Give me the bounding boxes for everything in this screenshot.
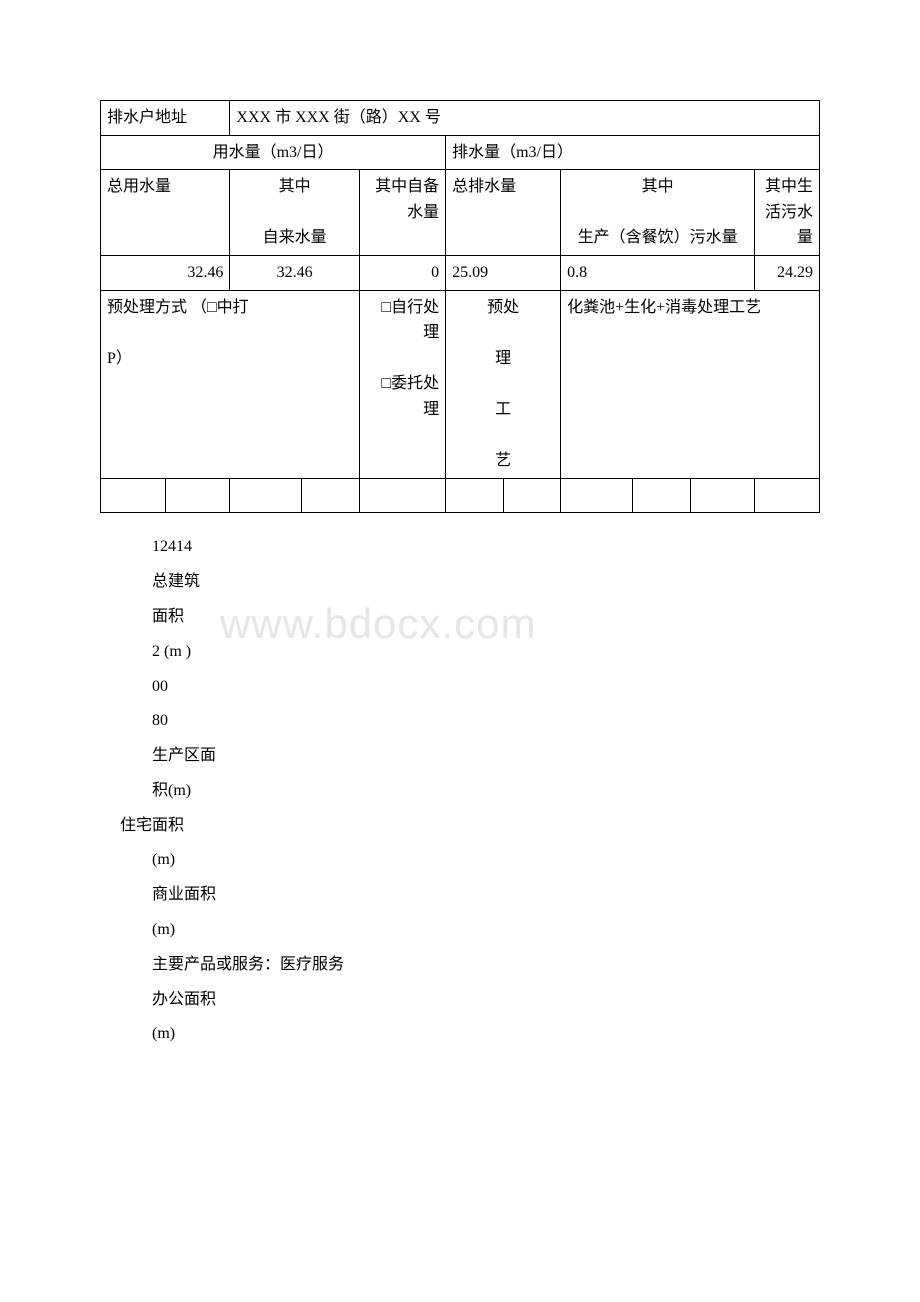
addr-value: XXX 市 XXX 街（路）XX 号 [230, 101, 820, 136]
table-row-pretreatment: 预处理方式 （□中打 P） □自行处理 □委托处理 预处 理 工 艺 化粪池+生… [101, 290, 820, 478]
paragraph-text: 总建筑 [120, 568, 820, 597]
prod-water-value: 0.8 [561, 255, 755, 290]
reserve-water-label: 其中自备水量 [359, 170, 445, 256]
empty-cell [359, 478, 445, 513]
life-water-value: 24.29 [755, 255, 820, 290]
empty-cell [633, 478, 691, 513]
paragraph-text: 00 [120, 673, 820, 702]
paragraph-text: 主要产品或服务：医疗服务 [120, 951, 820, 980]
paragraph-list: 12414 总建筑面积 2 (m ) 00 80 生产区面积(m) 住宅面积 (m) 商业面积 (… [100, 533, 820, 1049]
pretreat-options: □自行处理 □委托处理 [359, 290, 445, 478]
total-water-label: 总用水量 [101, 170, 230, 256]
empty-cell [755, 478, 820, 513]
paragraph-text: 2 (m ) [120, 638, 820, 667]
table-row-values: 32.46 32.46 0 25.09 0.8 24.29 [101, 255, 820, 290]
tap-water-value: 32.46 [230, 255, 359, 290]
paragraph-text: 80 [120, 707, 820, 736]
total-drain-value: 25.09 [446, 255, 561, 290]
life-water-label: 其中生活污水量 [755, 170, 820, 256]
pretreat-label: 预处理方式 （□中打 P） [101, 290, 360, 478]
process-value: 化粪池+生化+消毒处理工艺 [561, 290, 820, 478]
paragraph-text: (m) [120, 1020, 820, 1049]
paragraph-text: 办公面积 [120, 986, 820, 1015]
paragraph-text: 生产区面 [120, 742, 820, 771]
water-drain-header: 排水量（m3/日） [446, 135, 820, 170]
total-water-value: 32.46 [101, 255, 230, 290]
prod-water-label: 其中 生产（含餐饮）污水量 [561, 170, 755, 256]
empty-cell [230, 478, 302, 513]
paragraph-text: 住宅面积 [120, 812, 820, 841]
empty-cell [446, 478, 504, 513]
water-use-header: 用水量（m3/日） [101, 135, 446, 170]
paragraph-text: (m) [120, 846, 820, 875]
table-row-address: 排水户地址 XXX 市 XXX 街（路）XX 号 [101, 101, 820, 136]
process-label: 预处 理 工 艺 [446, 290, 561, 478]
table-row-empty [101, 478, 820, 513]
drainage-info-table: 排水户地址 XXX 市 XXX 街（路）XX 号 用水量（m3/日） 排水量（m… [100, 100, 820, 513]
tap-water-label: 其中 自来水量 [230, 170, 359, 256]
empty-cell [101, 478, 166, 513]
paragraph-text: 积(m) [120, 777, 820, 806]
empty-cell [302, 478, 360, 513]
table-row-header-group: 用水量（m3/日） 排水量（m3/日） [101, 135, 820, 170]
total-drain-label: 总排水量 [446, 170, 561, 256]
paragraph-text: 面积 [120, 603, 820, 632]
paragraph-text: 商业面积 [120, 881, 820, 910]
empty-cell [690, 478, 755, 513]
table-row-subheaders: 总用水量 其中 自来水量 其中自备水量 总排水量 其中 生产（含餐饮）污水量 其… [101, 170, 820, 256]
empty-cell [503, 478, 561, 513]
empty-cell [561, 478, 633, 513]
paragraph-text: (m) [120, 916, 820, 945]
empty-cell [165, 478, 230, 513]
paragraph-text: 12414 [120, 533, 820, 562]
reserve-water-value: 0 [359, 255, 445, 290]
addr-label: 排水户地址 [101, 101, 230, 136]
